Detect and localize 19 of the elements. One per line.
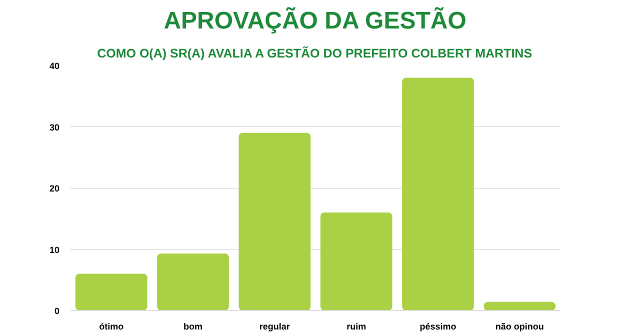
x-tick-label: não opinou xyxy=(495,322,544,332)
y-tick-label: 40 xyxy=(49,61,60,71)
bar xyxy=(320,212,392,310)
x-tick-label: ótimo xyxy=(99,322,124,332)
bar xyxy=(484,302,556,310)
x-tick-label: péssimo xyxy=(420,322,457,332)
bar xyxy=(402,78,474,310)
bar xyxy=(157,254,229,310)
y-tick-label: 10 xyxy=(49,244,60,255)
bar xyxy=(238,132,311,310)
y-tick-label: 20 xyxy=(49,184,60,194)
chart-subtitle: COMO O(A) SR(A) AVALIA A GESTÃO DO PREFEITO COLBERT MARTINS xyxy=(97,46,532,60)
chart-title: APROVAÇÃO DA GESTÃO xyxy=(164,6,466,34)
y-tick-label: 30 xyxy=(49,122,60,132)
x-tick-label: bom xyxy=(184,322,202,332)
y-tick-label: 0 xyxy=(54,306,60,316)
x-tick-label: regular xyxy=(259,322,290,332)
x-tick-label: ruim xyxy=(346,322,366,332)
bar xyxy=(75,274,148,310)
